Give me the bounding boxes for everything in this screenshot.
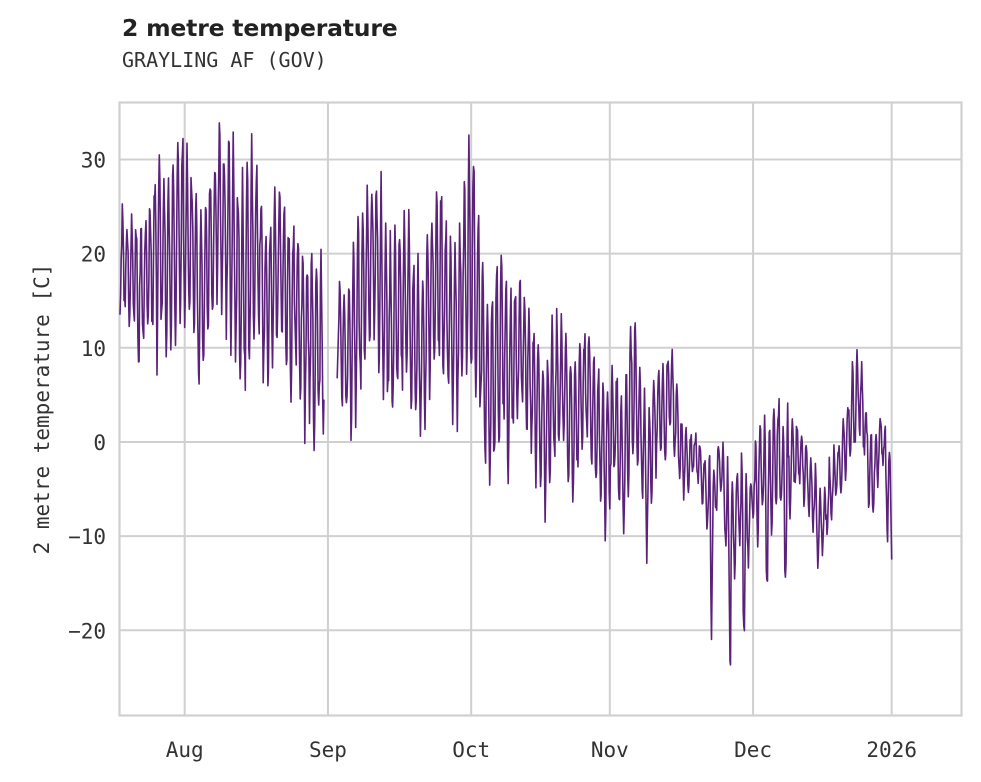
y-tick-label: 20 bbox=[81, 243, 106, 267]
y-tick-label: −20 bbox=[68, 619, 106, 643]
x-tick-label: Aug bbox=[166, 738, 204, 762]
x-tick-label: Dec bbox=[734, 738, 772, 762]
x-tick-label: Oct bbox=[452, 738, 490, 762]
page-title: 2 metre temperature bbox=[122, 14, 398, 42]
x-tick-label: 2026 bbox=[866, 738, 917, 762]
x-tick-label: Sep bbox=[309, 738, 347, 762]
series-line bbox=[119, 122, 325, 452]
y-tick-label: −10 bbox=[68, 525, 106, 549]
x-tick-label: Nov bbox=[591, 738, 629, 762]
title-block: 2 metre temperature GRAYLING AF (GOV) bbox=[122, 14, 922, 73]
x-tick-labels: Aug Sep Oct Nov Dec 2026 bbox=[166, 738, 917, 762]
y-tick-labels: 30 20 10 0 −10 −20 bbox=[68, 148, 106, 643]
y-tick-label: 0 bbox=[93, 431, 106, 455]
plot-frame bbox=[118, 101, 963, 717]
y-tick-label: 10 bbox=[81, 337, 106, 361]
chart-subtitle: GRAYLING AF (GOV) bbox=[122, 48, 327, 73]
data-series bbox=[119, 122, 893, 666]
gridlines bbox=[120, 103, 961, 715]
series-line bbox=[336, 134, 893, 666]
y-tick-label: 30 bbox=[81, 148, 106, 172]
